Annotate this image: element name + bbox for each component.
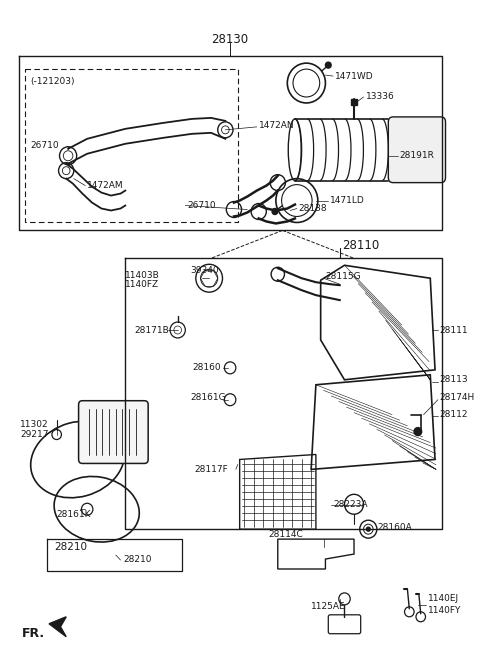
Circle shape: [325, 62, 331, 68]
Text: 1140FY: 1140FY: [428, 606, 462, 615]
Text: 1140EJ: 1140EJ: [428, 594, 459, 603]
Polygon shape: [49, 617, 66, 637]
Text: 28117F: 28117F: [194, 465, 228, 474]
Text: 28223A: 28223A: [333, 500, 368, 509]
Circle shape: [366, 527, 370, 531]
Text: 11403B: 11403B: [125, 271, 160, 280]
Text: 28114C: 28114C: [268, 530, 303, 539]
FancyBboxPatch shape: [328, 615, 360, 634]
Text: 28210: 28210: [123, 555, 152, 563]
Text: 28130: 28130: [212, 32, 249, 46]
Text: 26710: 26710: [187, 201, 216, 210]
Text: 28171B: 28171B: [135, 326, 169, 334]
Text: 26710: 26710: [30, 141, 59, 150]
Text: 28115G: 28115G: [325, 271, 361, 281]
Text: 13336: 13336: [365, 93, 394, 101]
Bar: [351, 99, 357, 105]
Text: 11302: 11302: [21, 420, 49, 429]
Text: 1471LD: 1471LD: [330, 196, 365, 205]
Text: 28138: 28138: [299, 204, 327, 213]
Text: 1140FZ: 1140FZ: [125, 280, 159, 289]
Text: 1471WD: 1471WD: [335, 71, 373, 81]
Text: 28191R: 28191R: [400, 151, 435, 160]
Text: 1472AM: 1472AM: [87, 181, 124, 190]
Text: 28111: 28111: [440, 326, 468, 334]
Text: 39340: 39340: [190, 265, 219, 275]
Text: 1125AE: 1125AE: [311, 602, 346, 611]
Text: 28161G: 28161G: [190, 393, 226, 402]
Text: 29217: 29217: [21, 430, 49, 439]
Text: 1472AN: 1472AN: [259, 121, 294, 130]
Circle shape: [272, 209, 278, 214]
Text: (-121203): (-121203): [30, 77, 74, 85]
FancyBboxPatch shape: [388, 117, 445, 183]
Text: FR.: FR.: [23, 627, 46, 640]
Circle shape: [414, 428, 422, 436]
Text: 28113: 28113: [440, 375, 468, 385]
FancyBboxPatch shape: [79, 401, 148, 463]
Text: 28160A: 28160A: [378, 523, 413, 532]
Text: 28160: 28160: [192, 363, 221, 372]
Text: 28110: 28110: [343, 239, 380, 252]
Text: 28112: 28112: [440, 410, 468, 419]
Text: 28174H: 28174H: [440, 393, 475, 402]
Text: 28161K: 28161K: [57, 510, 91, 519]
Text: 28210: 28210: [54, 542, 87, 552]
